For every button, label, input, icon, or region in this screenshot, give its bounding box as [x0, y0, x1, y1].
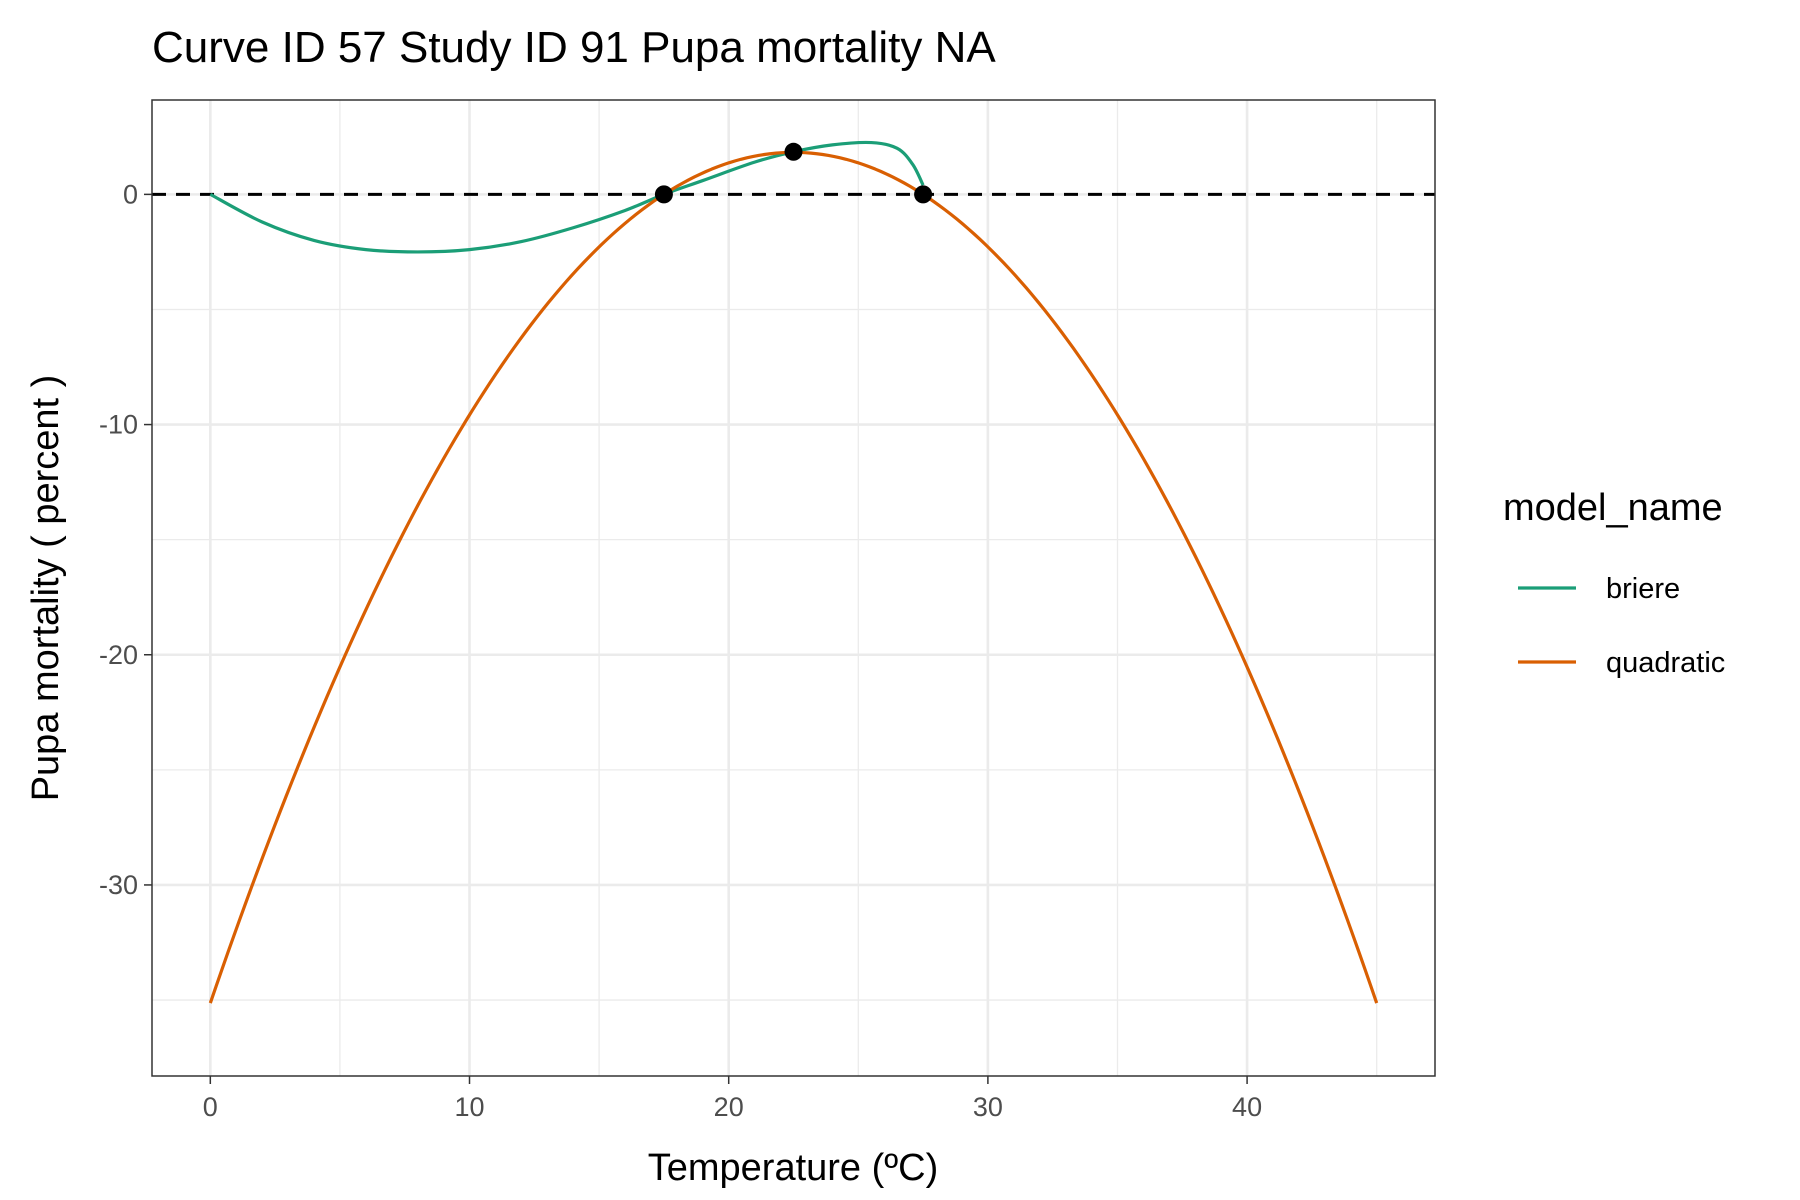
chart-title: Curve ID 57 Study ID 91 Pupa mortality N…	[152, 23, 996, 72]
y-axis-title: Pupa mortality ( percent )	[25, 375, 67, 802]
legend: model_name briere quadratic	[1503, 487, 1725, 679]
y-tick-label: 0	[123, 179, 138, 209]
plot-background	[152, 100, 1435, 1076]
grid-minor	[152, 100, 1435, 1076]
x-tick-label: 40	[1232, 1092, 1262, 1122]
points-layer	[654, 142, 933, 204]
y-axis: 0 -10 -20 -30	[99, 179, 152, 900]
y-tick-label: -30	[99, 870, 138, 900]
legend-label-quadratic: quadratic	[1606, 647, 1725, 679]
y-tick-label: -10	[99, 410, 138, 440]
legend-items: briere quadratic	[1518, 573, 1725, 679]
x-tick-label: 0	[203, 1092, 218, 1122]
x-tick-label: 30	[973, 1092, 1003, 1122]
data-point	[914, 185, 933, 204]
grid-major	[152, 100, 1435, 1076]
plot-border	[151, 99, 1436, 1077]
x-axis: 0 10 20 30 40	[203, 1076, 1262, 1122]
legend-label-briere: briere	[1606, 573, 1680, 605]
series-line-briere	[209, 140, 925, 254]
data-point	[654, 185, 673, 204]
data-point	[784, 142, 803, 161]
x-tick-label: 10	[454, 1092, 484, 1122]
legend-title: model_name	[1503, 487, 1723, 529]
y-tick-label: -20	[99, 640, 138, 670]
plot-panel	[151, 99, 1436, 1077]
x-axis-title: Temperature (ºC)	[648, 1147, 939, 1189]
x-tick-label: 20	[714, 1092, 744, 1122]
